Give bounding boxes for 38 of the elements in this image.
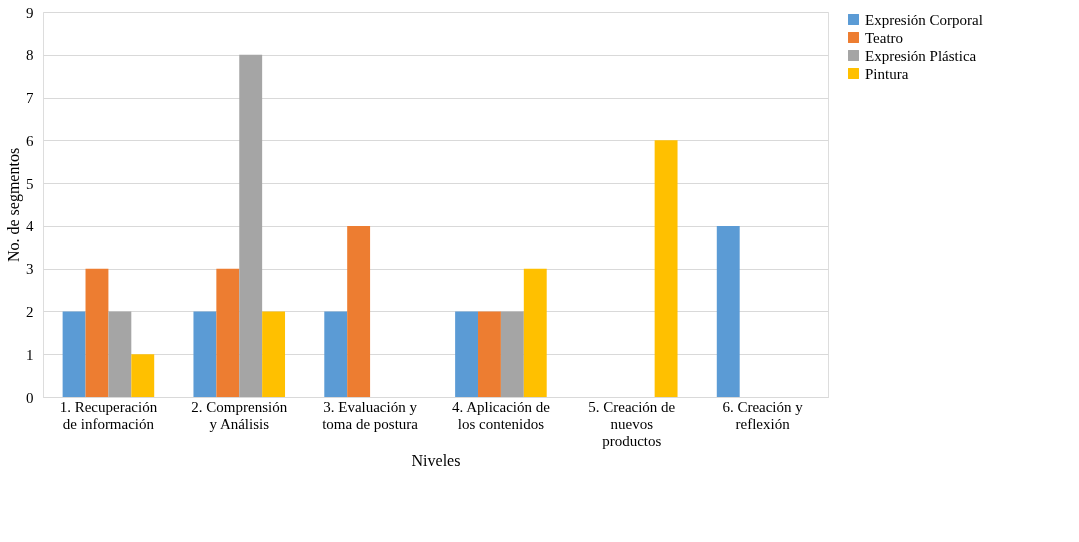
x-tick-label: 3. Evaluación y toma de postura [322,398,419,432]
y-tick-label: 7 [26,90,34,107]
x-tick-label: 4. Aplicación de los contenidos [451,398,551,432]
y-axis-title: No. de segmentos [5,147,23,263]
bar [324,311,348,397]
y-tick-label: 5 [26,175,34,192]
x-axis-title: Niveles [411,451,461,469]
bar [85,268,109,397]
x-tick-label: 2. Comprensión y Análisis [191,398,288,432]
bar [523,268,547,397]
legend-label: Expresión Corporal [865,11,983,28]
bar [62,311,86,397]
legend-label: Teatro [865,29,904,46]
bar [654,140,678,397]
y-tick-label: 4 [26,218,34,235]
legend-label: Expresión Plástica [865,47,977,64]
bar [108,311,132,397]
y-tick-label: 1 [26,346,34,363]
bar [455,311,479,397]
bar [131,354,155,397]
y-tick-label: 6 [26,132,34,149]
y-tick-label: 2 [26,303,34,320]
bar [347,225,371,397]
bar [716,225,740,397]
bar [262,311,286,397]
y-tick-label: 0 [26,389,34,406]
y-tick-label: 8 [26,47,34,64]
bar [216,268,240,397]
bar [193,311,217,397]
x-tick-label: 5. Creación de nuevos productos [588,398,676,449]
bar [239,54,263,397]
x-tick-label: 6. Creación y reflexión [722,398,804,432]
bar [500,311,524,397]
bar [478,311,501,397]
y-tick-label: 3 [26,261,34,278]
x-tick-label: 1. Recuperación de información [59,398,158,432]
y-tick-label: 9 [26,4,34,21]
legend-label: Pintura [865,65,909,82]
